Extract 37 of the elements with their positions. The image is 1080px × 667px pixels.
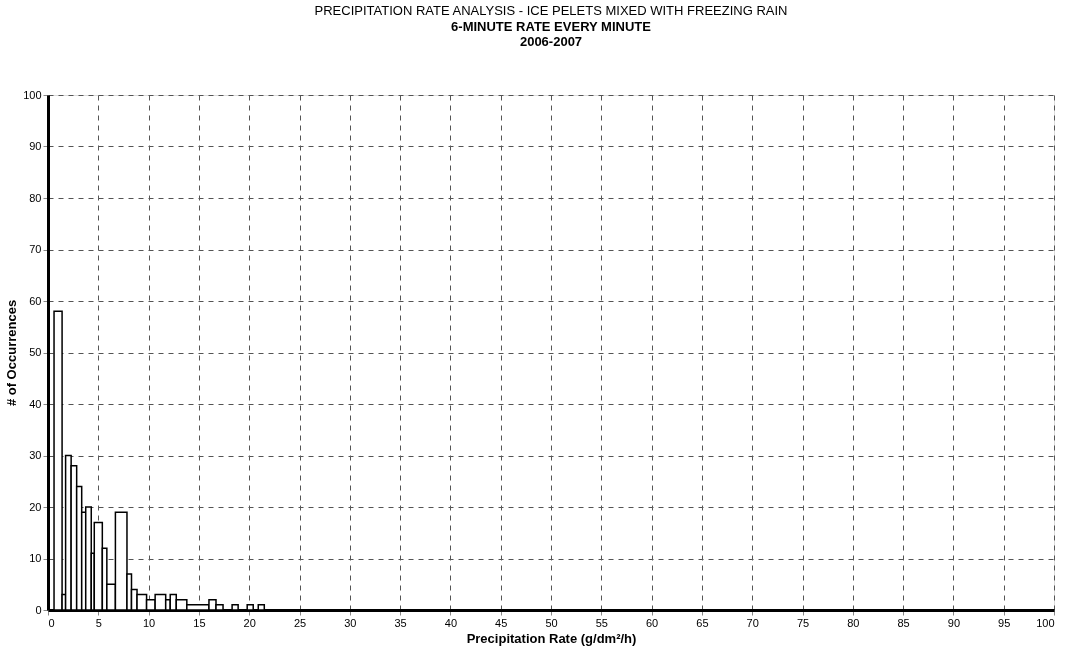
x-tick-label: 10	[142, 616, 156, 629]
x-tick-label: 60	[645, 616, 659, 629]
x-tick-label: 90	[947, 616, 961, 629]
x-tick-label: 75	[796, 616, 810, 629]
x-tick-label: 65	[696, 616, 709, 629]
x-tick-label: 5	[95, 616, 102, 629]
x-tick-label: 55	[595, 616, 608, 629]
x-tick-label: 0	[48, 616, 55, 629]
y-axis-title: # of Occurrences	[4, 299, 20, 407]
y-tick-label: 60	[29, 294, 42, 307]
x-tick-label: 20	[243, 616, 256, 629]
y-tick-label: 0	[35, 603, 42, 616]
x-tick-label: 45	[495, 616, 508, 629]
y-tick-label: 80	[29, 191, 42, 204]
x-tick-label: 15	[193, 616, 206, 629]
x-tick-label: 50	[545, 616, 558, 629]
x-tick-label: 25	[293, 616, 307, 629]
x-tick-label: 35	[394, 616, 407, 629]
x-tick-label: 80	[847, 616, 860, 629]
y-tick-label: 10	[29, 552, 42, 564]
x-axis-title: Precipitation Rate (g/dm²/h)	[466, 630, 637, 646]
chart-title: PRECIPITATION RATE ANALYSIS - ICE PELETS MIXED WITH FREEZING RAIN	[314, 3, 788, 18]
y-tick-label: 90	[29, 140, 42, 152]
x-tick-label: 85	[897, 616, 910, 629]
x-tick-label: 40	[444, 616, 458, 629]
y-tick-label: 100	[23, 88, 42, 101]
x-tick-label: 70	[746, 616, 759, 629]
y-tick-label: 70	[29, 243, 42, 255]
x-tick-label: 30	[344, 616, 357, 629]
text: 2006-2007	[519, 34, 583, 49]
y-tick-label: 20	[29, 500, 42, 513]
x-tick-label: 100	[1036, 616, 1055, 629]
x-tick-label: 95	[998, 616, 1011, 629]
y-tick-label: 50	[29, 346, 42, 358]
text: 6-MINUTE RATE EVERY MINUTE	[451, 19, 651, 34]
y-tick-label: 40	[29, 397, 42, 410]
y-tick-label: 30	[29, 449, 42, 461]
